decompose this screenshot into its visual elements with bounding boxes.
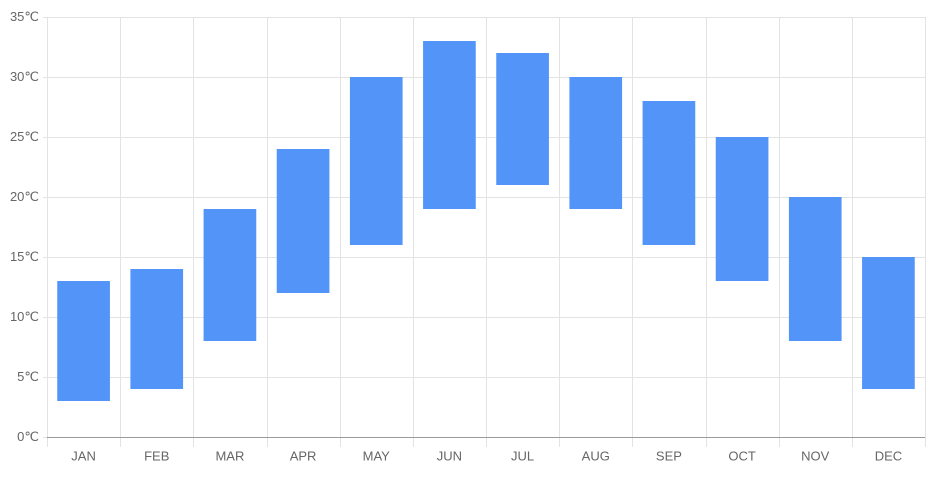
bar (862, 257, 915, 389)
bar (349, 77, 403, 245)
x-tick-label: JUN (437, 448, 462, 463)
bar (496, 53, 549, 185)
x-tick-label: OCT (728, 448, 756, 463)
bar (130, 269, 184, 389)
bar (788, 197, 842, 341)
x-tick-label: FEB (144, 448, 169, 463)
bar (203, 209, 257, 341)
x-tick-label: NOV (801, 448, 830, 463)
x-tick-label: DEC (875, 448, 902, 463)
y-tick-label: 25℃ (10, 129, 39, 144)
x-tick-label: JAN (71, 448, 96, 463)
y-tick-label: 0℃ (17, 429, 39, 444)
bar (57, 281, 110, 401)
x-tick-label: JUL (511, 448, 534, 463)
x-tick-label: APR (290, 448, 317, 463)
y-tick-label: 10℃ (10, 309, 39, 324)
x-tick-label: AUG (582, 448, 610, 463)
bar (423, 41, 476, 209)
bar (715, 137, 769, 281)
bar (276, 149, 330, 293)
y-tick-label: 20℃ (10, 189, 39, 204)
bar (642, 101, 696, 245)
x-tick-label: MAY (363, 448, 391, 463)
x-tick-label: MAR (215, 448, 244, 463)
bar (569, 77, 623, 209)
y-tick-label: 15℃ (10, 249, 39, 264)
y-tick-label: 35℃ (10, 9, 39, 24)
x-tick-label: SEP (656, 448, 682, 463)
y-tick-label: 30℃ (10, 69, 39, 84)
y-tick-label: 5℃ (17, 369, 39, 384)
